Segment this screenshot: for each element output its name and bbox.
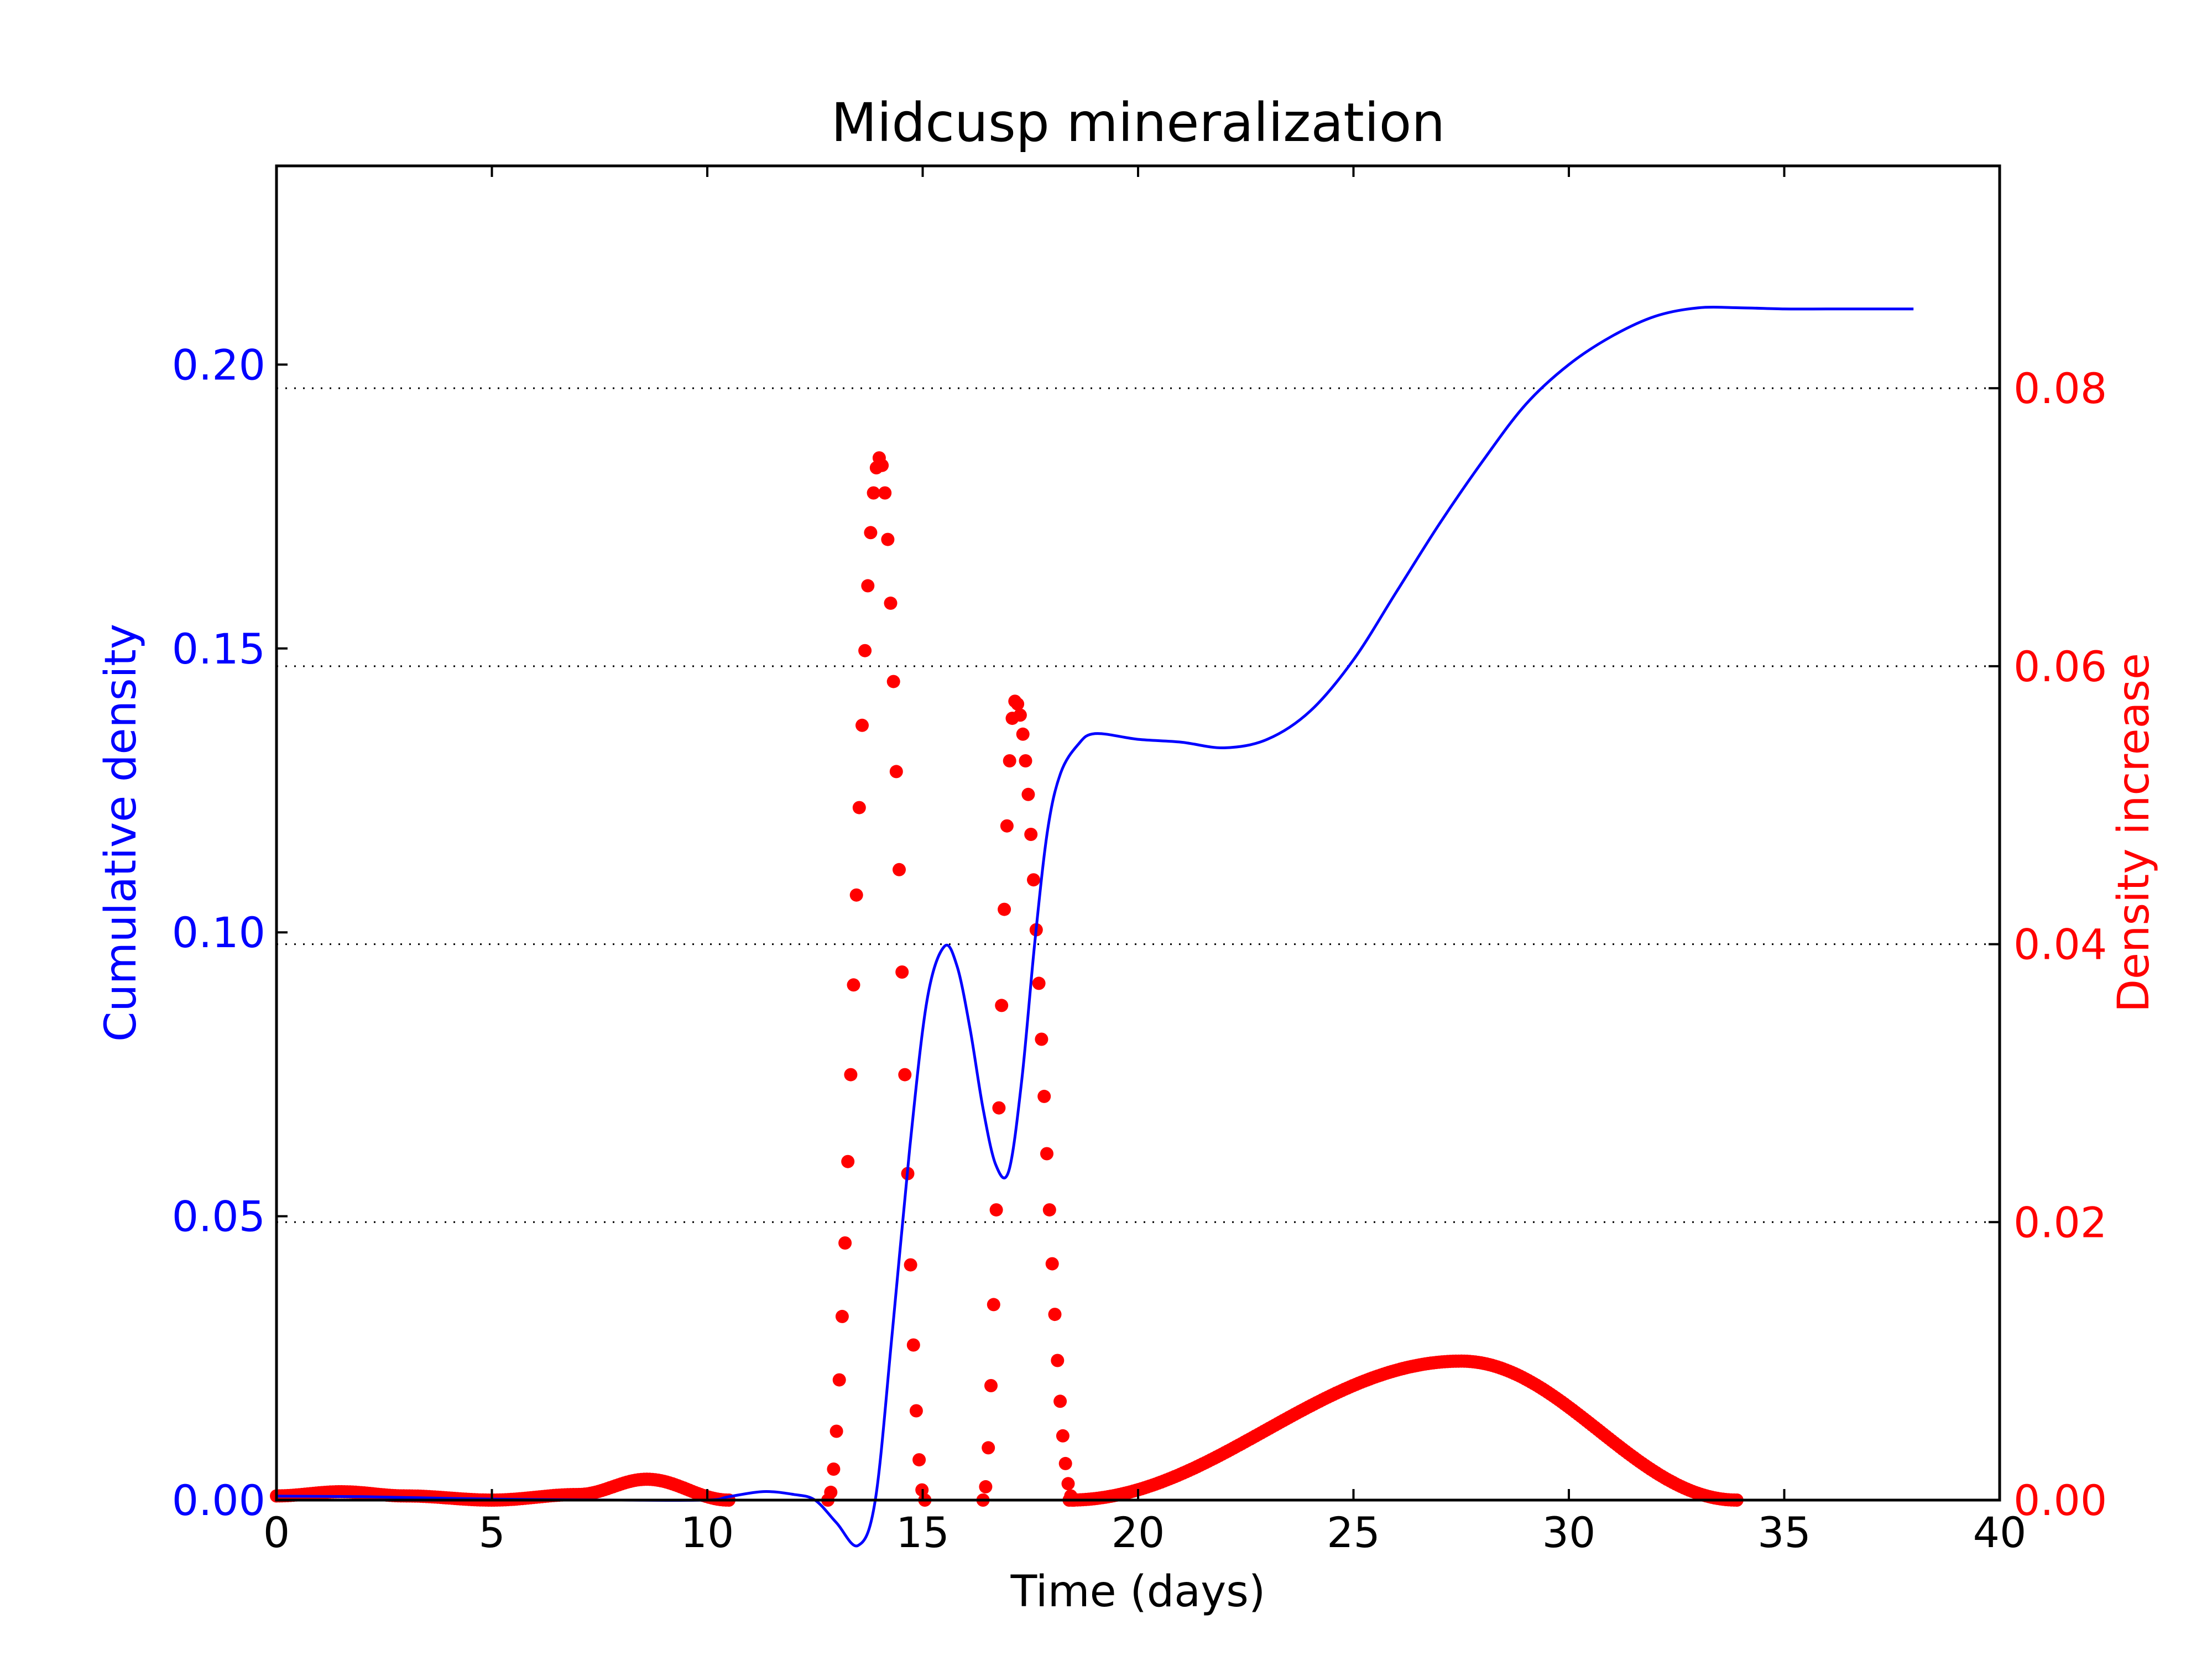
- y-right-tick-label: 0.04: [2013, 920, 2107, 969]
- y-right-tick-label: 0.02: [2013, 1198, 2107, 1247]
- density-increase-dot: [838, 1236, 852, 1250]
- density-increase-dot: [844, 1068, 858, 1082]
- density-increase-dot: [841, 1155, 855, 1168]
- x-tick-label: 5: [478, 1508, 505, 1557]
- density-increase-dot: [1003, 754, 1016, 767]
- density-increase-dot: [1058, 1456, 1072, 1470]
- density-increase-dot: [987, 1298, 1000, 1312]
- cumulative-density-series: [276, 305, 1914, 1548]
- x-tick-label: 0: [263, 1508, 290, 1557]
- y-right-tick-label: 0.00: [2013, 1476, 2107, 1525]
- density-increase-dot: [1042, 1203, 1056, 1217]
- density-increase-dot: [886, 675, 900, 688]
- density-increase-dot: [1027, 873, 1040, 887]
- x-axis-label: Time (days): [1010, 1567, 1266, 1617]
- x-tick-label: 30: [1542, 1508, 1596, 1557]
- density-increase-dot: [1000, 819, 1014, 833]
- density-increase-dot: [1011, 697, 1025, 711]
- density-increase-dot: [1048, 1308, 1062, 1322]
- y-axis-left-label: Cumulative density: [96, 624, 146, 1042]
- density-increase-dot: [906, 1338, 920, 1352]
- y-left-tick-label: 0.15: [172, 624, 265, 673]
- density-increase-dot: [835, 1309, 849, 1323]
- chart-title: Midcusp mineralization: [831, 92, 1445, 154]
- density-increase-dot: [989, 1203, 1003, 1217]
- density-increase-dot: [984, 1379, 998, 1392]
- y-axis-right-label: Density increase: [2109, 653, 2159, 1012]
- y-left-tick-label: 0.20: [172, 340, 265, 389]
- density-increase-dot: [889, 765, 903, 779]
- density-increase-dot: [1037, 1089, 1051, 1103]
- density-increase-dot: [884, 596, 898, 610]
- density-increase-dot: [1021, 787, 1035, 801]
- density-increase-dot: [849, 888, 863, 902]
- density-increase-dot: [827, 1462, 841, 1476]
- density-increase-dot: [867, 486, 880, 500]
- y-right-tick-label: 0.08: [2013, 364, 2107, 413]
- density-increase-dot: [904, 1258, 917, 1272]
- y-left-tick-label: 0.10: [172, 908, 265, 957]
- x-tick-label: 15: [896, 1508, 950, 1557]
- x-tick-label: 20: [1112, 1508, 1165, 1557]
- y-left-tick-label: 0.00: [172, 1476, 265, 1525]
- density-increase-dot: [995, 999, 1009, 1012]
- density-increase-dot: [1032, 976, 1046, 990]
- density-increase-dot: [847, 978, 860, 992]
- density-increase-dot: [1053, 1394, 1067, 1408]
- density-increase-dot: [824, 1485, 838, 1499]
- density-increase-dot: [992, 1101, 1006, 1115]
- density-increase-dot: [893, 863, 906, 876]
- density-increase-dot: [881, 532, 895, 546]
- y-right-tick-label: 0.06: [2013, 642, 2107, 691]
- density-increase-dot: [1035, 1032, 1048, 1046]
- density-increase-dot: [998, 902, 1011, 916]
- density-increase-dot: [1061, 1477, 1075, 1491]
- density-increase-dot: [852, 801, 866, 814]
- density-increase-dot: [861, 579, 875, 593]
- density-increase-dot: [1051, 1354, 1065, 1367]
- density-increase-dot: [875, 458, 889, 472]
- x-tick-label: 25: [1327, 1508, 1380, 1557]
- y-left-tick-label: 0.05: [172, 1192, 265, 1241]
- density-increase-dot: [830, 1424, 843, 1438]
- x-tick-label: 35: [1757, 1508, 1811, 1557]
- density-increase-dot: [878, 486, 892, 500]
- density-increase-dot: [898, 1068, 912, 1082]
- density-increase-dot: [909, 1404, 923, 1418]
- density-increase-dot: [1024, 828, 1038, 841]
- cumulative-density-line: [276, 305, 1914, 1548]
- density-increase-dot: [864, 526, 878, 540]
- x-tick-label: 10: [681, 1508, 734, 1557]
- density-increase-dot: [895, 965, 909, 979]
- density-increase-dot: [1040, 1147, 1053, 1161]
- density-increase-dot: [1045, 1257, 1059, 1271]
- density-increase-dot: [855, 718, 869, 732]
- density-increase-dot: [1013, 708, 1027, 722]
- density-increase-dot: [982, 1441, 995, 1455]
- density-increase-dot: [912, 1453, 926, 1467]
- density-increase-dot: [1016, 727, 1030, 741]
- density-increase-dot: [832, 1373, 846, 1387]
- density-increase-dot: [1019, 754, 1032, 767]
- density-increase-dot: [1056, 1429, 1070, 1443]
- ticks-layer: 0 5 10 15 20 25 30 35 400.000.050.100.150.200.00…: [172, 166, 2107, 1557]
- density-increase-dot: [979, 1480, 993, 1493]
- x-tick-label: 40: [1973, 1508, 2027, 1557]
- density-increase-dot: [858, 644, 872, 657]
